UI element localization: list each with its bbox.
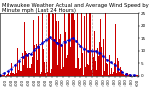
Text: Milwaukee Weather Actual and Average Wind Speed by Minute mph (Last 24 Hours): Milwaukee Weather Actual and Average Win… [2,3,148,13]
